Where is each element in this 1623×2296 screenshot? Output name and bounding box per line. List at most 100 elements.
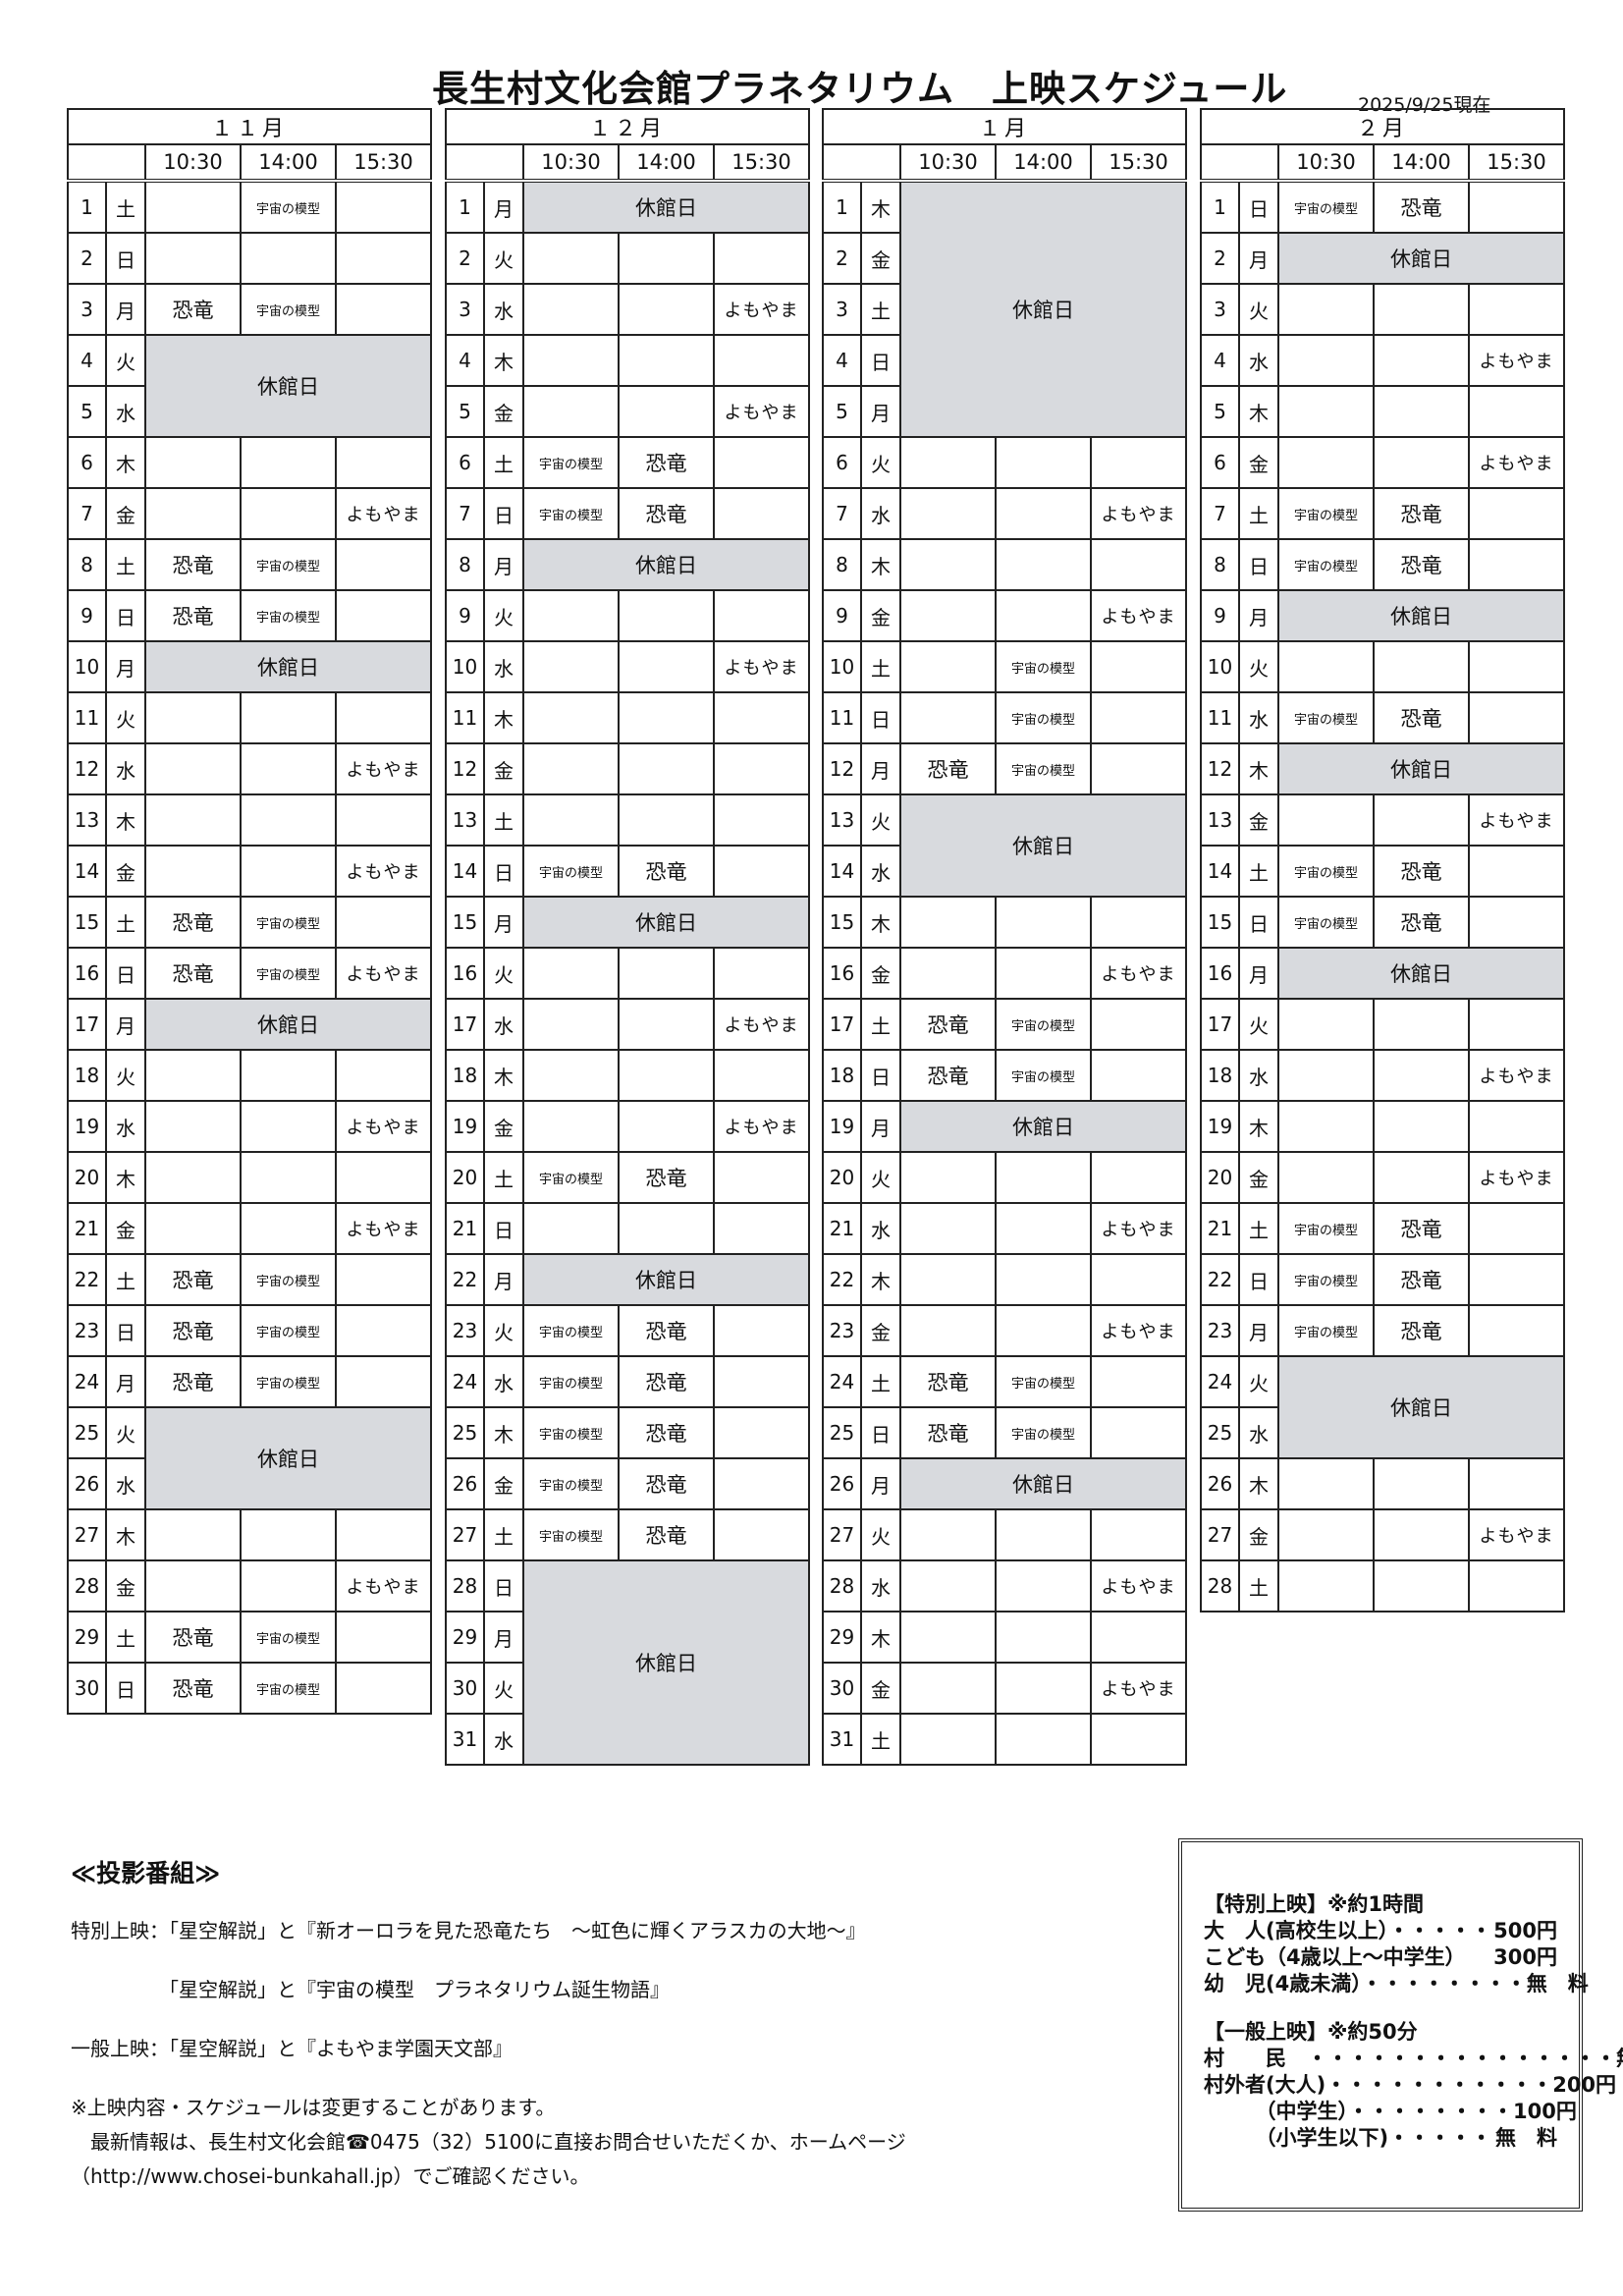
empty-cell	[522, 640, 620, 693]
show-cell: 恐竜	[899, 998, 997, 1051]
show-cell: 恐竜	[144, 1253, 242, 1306]
empty-cell	[1277, 998, 1375, 1051]
day-number: 12	[445, 742, 485, 795]
closed-cell: 休館日	[522, 1253, 810, 1306]
month-label: １月	[822, 108, 1187, 145]
weekday: 木	[105, 1151, 146, 1204]
empty-cell	[1373, 1559, 1470, 1613]
month-header-row: １２月	[445, 108, 810, 145]
day-row: 28 日休館日	[445, 1559, 810, 1766]
empty-cell	[995, 538, 1092, 591]
closed-cell: 休館日	[522, 896, 810, 949]
day-number: 24	[67, 1355, 107, 1408]
weekday: 土	[860, 998, 901, 1051]
empty-cell	[618, 1100, 715, 1153]
weekday: 月	[483, 180, 524, 234]
show-cell: 恐竜	[144, 896, 242, 949]
weekday: 土	[860, 283, 901, 336]
closed-cell: 休館日	[144, 640, 432, 693]
day-number: 27	[822, 1508, 862, 1561]
empty-cell	[713, 947, 810, 1000]
weekday: 月	[1238, 947, 1279, 1000]
day-row: 21 土宇宙の模型 恐竜	[1200, 1202, 1565, 1255]
empty-cell	[240, 691, 337, 744]
day-number: 14	[67, 845, 107, 898]
empty-cell	[240, 1151, 337, 1204]
weekday: 土	[1238, 487, 1279, 540]
weekday: 水	[1238, 334, 1279, 387]
weekday: 火	[860, 793, 901, 847]
day-number: 8	[445, 538, 485, 591]
price-label: 村 民 ・・・・・・・・・・・・・・・	[1204, 2047, 1616, 2070]
day-number: 9	[67, 589, 107, 642]
empty-cell	[144, 691, 242, 744]
program-heading: ≪投影番組≫	[71, 1859, 221, 1887]
empty-cell	[144, 845, 242, 898]
time-header: 10:30	[522, 143, 620, 183]
empty-cell	[1090, 742, 1187, 795]
day-number: 21	[1200, 1202, 1240, 1255]
empty-cell	[618, 793, 715, 847]
empty-cell	[1277, 793, 1375, 847]
day-row: 16 日恐竜 宇宙の模型 よもやま	[67, 947, 432, 1000]
price-value: 300円	[1493, 1945, 1557, 1969]
day-row: 27 木	[67, 1508, 432, 1561]
day-row: 25 火休館日	[67, 1406, 432, 1510]
day-row: 17 土恐竜 宇宙の模型	[822, 998, 1187, 1051]
empty-cell	[240, 232, 337, 285]
day-number: 28	[445, 1559, 485, 1613]
empty-cell	[240, 845, 337, 898]
day-number: 12	[1200, 742, 1240, 795]
weekday: 月	[105, 1355, 146, 1408]
empty-cell	[1468, 1457, 1565, 1510]
price-label: （小学生以下)・・・・・	[1204, 2126, 1492, 2150]
empty-cell	[713, 1151, 810, 1204]
show-cell: 宇宙の模型	[995, 691, 1092, 744]
show-cell: 恐竜	[618, 845, 715, 898]
show-cell: よもやま	[335, 1100, 432, 1153]
empty-cell	[995, 1508, 1092, 1561]
day-row: 20 木	[67, 1151, 432, 1204]
day-row: 17 月休館日	[67, 998, 432, 1051]
blank-header	[445, 143, 524, 183]
empty-cell	[335, 1304, 432, 1357]
empty-cell	[899, 1202, 997, 1255]
weekday: 木	[1238, 385, 1279, 438]
closed-cell: 休館日	[1277, 589, 1565, 642]
time-header-row: 10:30 14:00 15:30	[1200, 143, 1565, 183]
empty-cell	[240, 436, 337, 489]
empty-cell	[522, 998, 620, 1051]
day-number: 24	[1200, 1355, 1240, 1408]
show-cell: 恐竜	[899, 1406, 997, 1459]
show-cell: 恐竜	[1373, 1304, 1470, 1357]
show-cell: 宇宙の模型	[1277, 1253, 1375, 1306]
day-number: 23	[1200, 1304, 1240, 1357]
empty-cell	[1373, 334, 1470, 387]
empty-cell	[713, 1355, 810, 1408]
weekday: 金	[860, 589, 901, 642]
weekday: 日	[1238, 180, 1279, 234]
empty-cell	[899, 1662, 997, 1715]
empty-cell	[522, 232, 620, 285]
show-cell: よもやま	[1468, 1151, 1565, 1204]
weekday: 水	[860, 1559, 901, 1613]
day-number: 5	[1200, 385, 1240, 438]
day-row: 13 金 よもやま	[1200, 793, 1565, 847]
day-number: 16	[822, 947, 862, 1000]
day-row: 22 日宇宙の模型 恐竜	[1200, 1253, 1565, 1306]
day-number: 12	[822, 742, 862, 795]
day-number: 11	[67, 691, 107, 744]
weekday: 木	[483, 691, 524, 744]
day-row: 10 土 宇宙の模型	[822, 640, 1187, 693]
show-cell: 恐竜	[618, 1304, 715, 1357]
empty-cell	[1277, 436, 1375, 489]
show-cell: 恐竜	[1373, 487, 1470, 540]
weekday: 日	[1238, 538, 1279, 591]
weekday: 金	[1238, 793, 1279, 847]
empty-cell	[240, 487, 337, 540]
weekday: 土	[483, 793, 524, 847]
day-number: 6	[445, 436, 485, 489]
